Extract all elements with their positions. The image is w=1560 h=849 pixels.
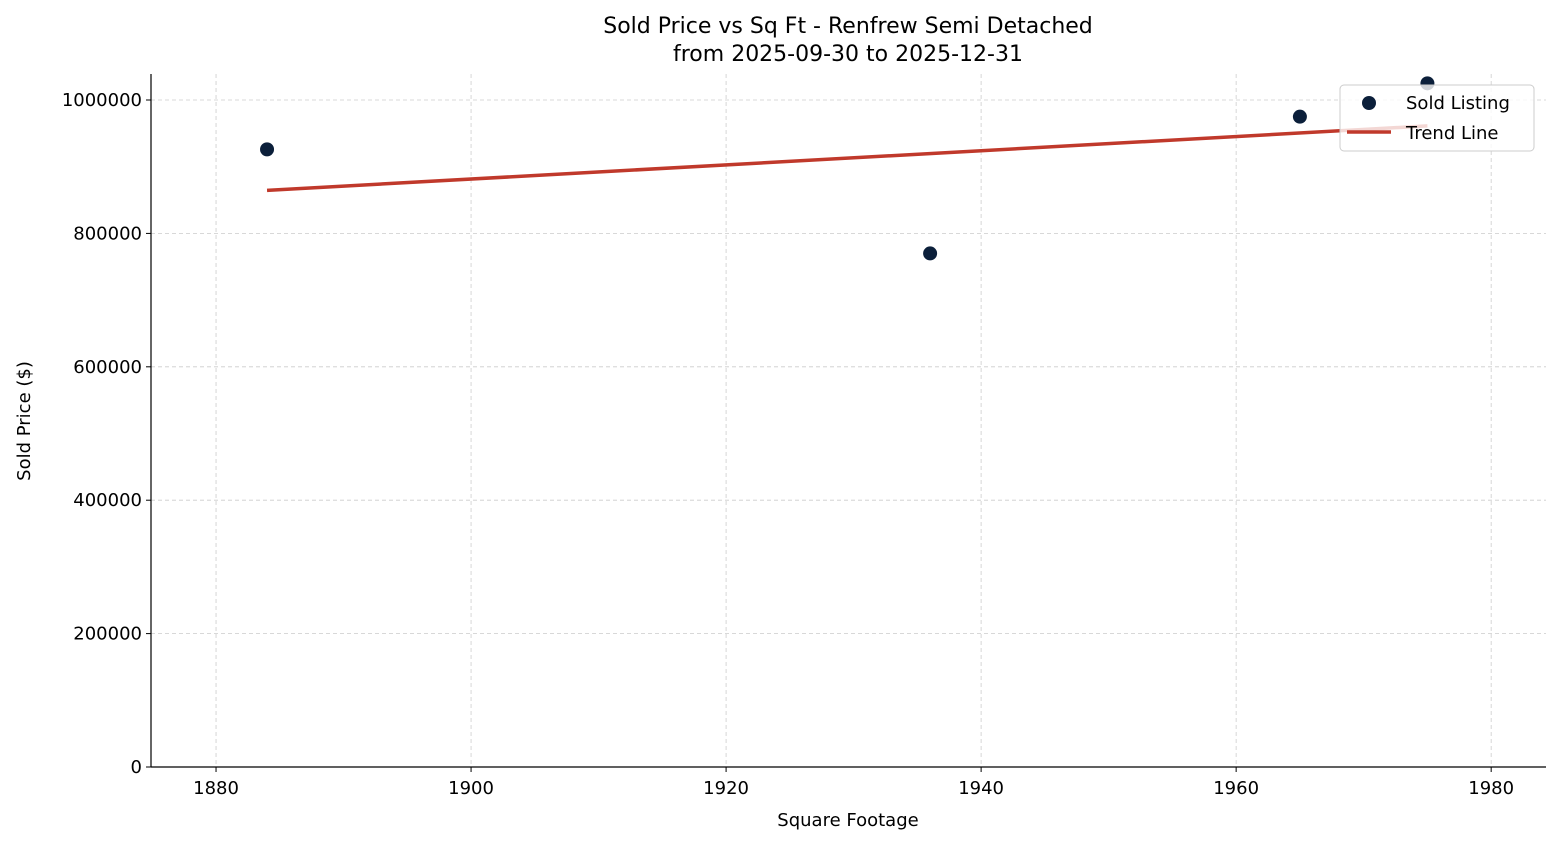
y-ticks: 0 200000 400000 600000 800000 1000000 — [62, 90, 151, 778]
sold-listing-point — [260, 142, 275, 157]
y-tick-label: 800000 — [73, 223, 142, 244]
x-tick-label: 1940 — [958, 778, 1004, 799]
legend-label-trend-line: Trend Line — [1405, 123, 1499, 144]
trend-line-layer — [266, 124, 1428, 193]
y-tick-label: 200000 — [73, 624, 142, 645]
y-tick-label: 400000 — [73, 490, 142, 511]
y-axis-label: Sold Price ($) — [14, 361, 35, 481]
x-tick-label: 1920 — [703, 778, 749, 799]
trend-line — [266, 124, 1428, 193]
chart-title: Sold Price vs Sq Ft - Renfrew Semi Detac… — [603, 14, 1093, 39]
sold-listing-point — [923, 246, 938, 261]
legend-box — [1339, 84, 1535, 152]
sold-listing-point — [1292, 109, 1307, 124]
y-tick-label: 0 — [131, 757, 142, 778]
legend-label-sold-listing: Sold Listing — [1406, 93, 1510, 114]
x-tick-label: 1880 — [193, 778, 239, 799]
y-tick-label: 600000 — [73, 357, 142, 378]
legend: Sold Listing Trend Line — [1339, 84, 1535, 152]
x-ticks: 1880 1900 1920 1940 1960 1980 — [193, 767, 1514, 799]
x-tick-label: 1980 — [1468, 778, 1514, 799]
y-tick-label: 1000000 — [62, 90, 142, 111]
chart-subtitle: from 2025-09-30 to 2025-12-31 — [673, 42, 1023, 67]
points-layer — [260, 76, 1435, 261]
grid — [151, 74, 1546, 768]
x-axis-label: Square Footage — [777, 810, 918, 831]
legend-marker-sold-listing — [1362, 96, 1376, 110]
x-tick-label: 1960 — [1213, 778, 1259, 799]
x-tick-label: 1900 — [448, 778, 494, 799]
